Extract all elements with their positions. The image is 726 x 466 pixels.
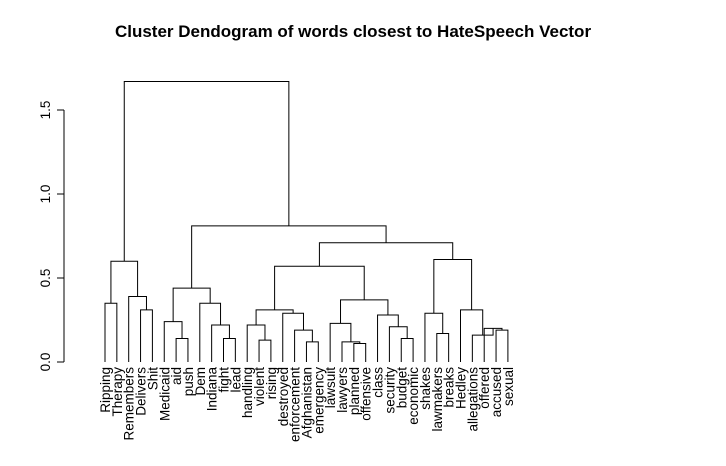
dendrogram-branch xyxy=(495,329,509,362)
leaf-label: economic xyxy=(406,367,421,425)
leaf-label: Afghanistan xyxy=(299,367,314,438)
dendrogram-branch xyxy=(191,225,387,289)
leaf-label: class xyxy=(371,367,386,398)
dendrogram-branch xyxy=(294,329,313,362)
y-axis: 0.0 0.5 1.0 1.5 xyxy=(38,101,65,372)
dendrogram-branch xyxy=(400,337,414,362)
leaf-label: shakes xyxy=(418,367,433,410)
leaf-label: Remembers xyxy=(122,367,137,441)
leaf-label: destroyed xyxy=(276,367,291,426)
dendrogram-branch xyxy=(246,324,266,362)
leaf-label: Indiana xyxy=(205,367,220,412)
dendrogram-branch xyxy=(274,265,365,310)
y-tick-label: 0.0 xyxy=(38,353,53,372)
leaf-label: lead xyxy=(228,367,243,393)
leaf-label: Delivers xyxy=(134,367,149,416)
dendrogram-branch xyxy=(460,309,484,362)
y-tick-label: 1.0 xyxy=(38,185,53,204)
leaf-label: breaks xyxy=(442,367,457,408)
leaf-label: lawsuit xyxy=(323,367,338,409)
leaf-label: accused xyxy=(489,367,504,417)
leaf-label: fight xyxy=(217,367,232,393)
dendrogram-branch xyxy=(436,332,450,362)
leaf-label: aid xyxy=(169,367,184,385)
dendrogram-branch xyxy=(353,343,367,362)
dendrogram-branch xyxy=(211,324,230,362)
dendrogram-branch xyxy=(388,326,408,362)
leaf-label: enforcement xyxy=(288,367,303,442)
dendrogram-branch xyxy=(305,341,319,362)
dendrogram-branch xyxy=(340,299,389,324)
dendrogram-branch xyxy=(223,337,236,362)
leaf-label: lawyers xyxy=(335,367,350,413)
leaf-label: handling xyxy=(240,367,255,418)
leaf-labels: RippingTherapyRemembersDeliversShitMedic… xyxy=(98,367,516,443)
leaf-label: budget xyxy=(394,367,409,409)
dendrogram-branch xyxy=(128,295,147,362)
dendrogram-branch xyxy=(140,309,153,362)
leaf-label: offered xyxy=(477,367,492,409)
leaf-label: security xyxy=(382,367,397,414)
dendrogram-branch xyxy=(255,309,294,326)
leaf-label: rising xyxy=(264,367,279,399)
leaf-label: Ripping xyxy=(98,367,113,413)
chart-title: Cluster Dendogram of words closest to Ha… xyxy=(115,22,592,41)
dendrogram-branch xyxy=(341,341,361,362)
y-tick-label: 0.5 xyxy=(38,269,53,288)
leaf-label: lawmakers xyxy=(430,367,445,432)
dendrogram-branch xyxy=(318,242,454,267)
dendrogram-branches xyxy=(104,80,509,362)
dendrogram-branch xyxy=(329,322,352,362)
dendrogram-branch xyxy=(433,259,473,314)
dendrogram-branch xyxy=(163,321,183,362)
leaf-label: offensive xyxy=(359,367,374,421)
dendrogram-branch xyxy=(123,80,290,262)
leaf-label: emergency xyxy=(311,367,326,434)
leaf-label: allegations xyxy=(465,367,480,432)
dendrogram-branch xyxy=(199,302,222,362)
dendrogram-branch xyxy=(175,337,189,362)
dendrogram-branch xyxy=(377,314,399,362)
leaf-label: Medicaid xyxy=(157,367,172,421)
leaf-label: Shit xyxy=(145,367,160,391)
leaf-label: Dem xyxy=(193,367,208,396)
leaf-label: violent xyxy=(252,367,267,406)
leaf-label: Therapy xyxy=(110,367,125,417)
leaf-label: sexual xyxy=(501,367,516,406)
dendrogram-branch xyxy=(104,302,118,362)
y-tick-label: 1.5 xyxy=(38,101,53,120)
dendrogram-branch xyxy=(258,339,272,362)
dendrogram-branch xyxy=(282,312,304,362)
leaf-label: Hedley xyxy=(454,367,469,409)
leaf-label: planned xyxy=(347,367,362,415)
leaf-label: push xyxy=(181,367,196,396)
dendrogram-branch xyxy=(172,287,211,322)
dendrogram-branch xyxy=(424,312,444,362)
